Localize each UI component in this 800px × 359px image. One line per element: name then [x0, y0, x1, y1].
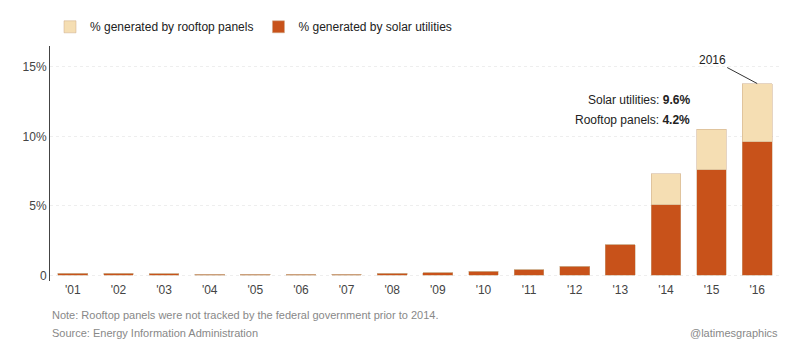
svg-text:10%: 10%	[23, 130, 47, 144]
svg-text:'08: '08	[384, 283, 400, 297]
svg-text:Source: Energy Information Adm: Source: Energy Information Administratio…	[52, 327, 258, 339]
svg-text:'09: '09	[430, 283, 446, 297]
svg-text:'12: '12	[567, 283, 583, 297]
svg-text:'07: '07	[339, 283, 355, 297]
svg-text:Solar utilities: 9.6%: Solar utilities: 9.6%	[588, 93, 690, 107]
svg-text:'11: '11	[522, 283, 537, 297]
svg-text:5%: 5%	[29, 199, 47, 213]
svg-text:0: 0	[40, 269, 47, 283]
svg-text:'03: '03	[156, 283, 172, 297]
svg-text:2016: 2016	[699, 53, 726, 67]
svg-text:'05: '05	[247, 283, 263, 297]
svg-text:Rooftop panels: 4.2%: Rooftop panels: 4.2%	[575, 113, 690, 127]
svg-text:'06: '06	[293, 283, 309, 297]
svg-text:'13: '13	[612, 283, 628, 297]
svg-text:'02: '02	[111, 283, 127, 297]
svg-text:'01: '01	[65, 283, 81, 297]
svg-text:'15: '15	[704, 283, 720, 297]
svg-text:@latimesgraphics: @latimesgraphics	[690, 327, 778, 339]
svg-text:'04: '04	[202, 283, 218, 297]
svg-text:'16: '16	[749, 283, 765, 297]
svg-text:'14: '14	[658, 283, 674, 297]
svg-text:% generated by rooftop panels: % generated by rooftop panels	[90, 20, 253, 34]
svg-text:% generated by solar utilities: % generated by solar utilities	[298, 20, 451, 34]
svg-text:'10: '10	[476, 283, 492, 297]
svg-text:15%: 15%	[23, 60, 47, 74]
svg-text:Note: Rooftop panels were not: Note: Rooftop panels were not tracked by…	[52, 309, 438, 321]
